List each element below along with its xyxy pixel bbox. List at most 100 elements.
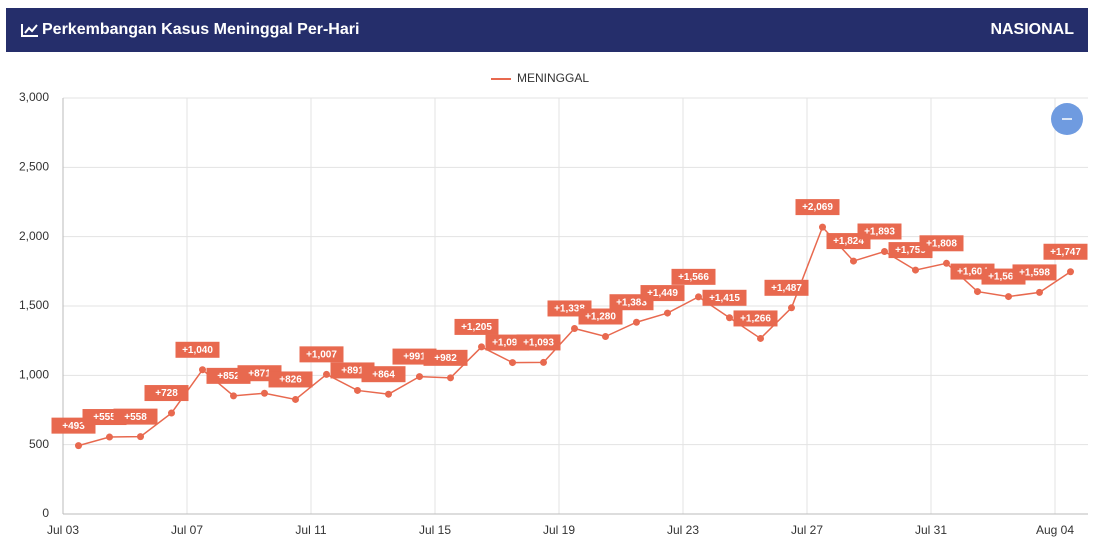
header-title: Perkembangan Kasus Meninggal Per-Hari: [42, 21, 360, 38]
value-label: +1,266: [740, 314, 771, 325]
value-label-box: [578, 308, 623, 325]
value-label: +1,566: [678, 272, 709, 283]
value-label-box: [423, 349, 468, 366]
value-label-box: [113, 408, 158, 425]
value-label-box: [795, 199, 840, 216]
value-label-box: [919, 235, 964, 252]
point: [788, 304, 795, 312]
value-label: +1,747: [1050, 247, 1081, 258]
point: [571, 324, 578, 332]
x-tick-label: Jul 11: [295, 523, 326, 537]
value-label-box: [640, 285, 685, 302]
value-label: +1,383: [616, 297, 647, 308]
value-label-box: [671, 268, 716, 285]
point: [1005, 293, 1012, 301]
point: [819, 223, 826, 231]
value-label: +1,338: [554, 304, 585, 315]
value-label-box: [1012, 264, 1057, 281]
value-label: +1,487: [771, 283, 802, 294]
point: [137, 433, 144, 441]
value-label: +1,415: [709, 293, 740, 304]
value-label: +1,092: [492, 338, 523, 349]
point: [664, 309, 671, 317]
point: [478, 343, 485, 351]
value-label-box: [857, 223, 902, 240]
value-label-box: [1043, 243, 1088, 260]
point: [695, 293, 702, 301]
value-label: +1,604: [957, 267, 988, 278]
x-tick-label: Jul 07: [171, 523, 203, 537]
value-label: +891: [341, 366, 364, 377]
point: [1067, 268, 1074, 276]
x-tick-label: Jul 31: [915, 523, 947, 537]
y-tick-label: 500: [29, 437, 49, 451]
value-label: +493: [62, 421, 85, 432]
value-label: +1,568: [988, 272, 1019, 283]
value-label-box: [733, 310, 778, 327]
value-label: +1,205: [461, 322, 492, 333]
value-label: +555: [93, 412, 116, 423]
point: [850, 257, 857, 265]
point: [633, 318, 640, 326]
y-tick-label: 0: [42, 506, 49, 520]
line: [78, 225, 1071, 447]
chart-icon: [21, 24, 38, 37]
value-label-box: [175, 341, 220, 358]
point: [757, 334, 764, 342]
y-tick-label: 1,000: [19, 368, 49, 382]
value-label-box: [702, 289, 747, 306]
value-label-box: [361, 366, 406, 383]
value-label-box: [516, 334, 561, 351]
zoom-button[interactable]: [1050, 102, 1084, 136]
header: Perkembangan Kasus Meninggal Per-Hari NA…: [6, 8, 1088, 52]
value-label: +728: [155, 388, 178, 399]
point: [974, 288, 981, 296]
point: [230, 392, 237, 400]
x-tick-label: Jul 27: [791, 523, 823, 537]
point: [354, 386, 361, 394]
value-label: +1,280: [585, 312, 616, 323]
x-tick-label: Jul 23: [667, 523, 699, 537]
value-label-box: [144, 385, 189, 402]
point: [75, 442, 82, 450]
value-label: +864: [372, 369, 395, 380]
x-tick-label: Aug 04: [1036, 523, 1074, 537]
x-tick-label: Jul 03: [47, 523, 79, 537]
value-label: +1,759: [895, 245, 926, 256]
point: [509, 359, 516, 367]
point: [323, 370, 330, 378]
value-label: +1,040: [182, 345, 213, 356]
value-label-box: [764, 279, 809, 296]
value-label-box: [268, 371, 313, 388]
point: [292, 395, 299, 403]
point: [943, 259, 950, 267]
point: [881, 248, 888, 256]
point: [447, 374, 454, 382]
y-tick-label: 2,000: [19, 229, 49, 243]
point: [106, 433, 113, 441]
value-label: +1,449: [647, 288, 678, 299]
point: [168, 409, 175, 417]
point: [261, 389, 268, 397]
value-label: +1,093: [523, 338, 554, 349]
point: [726, 314, 733, 322]
value-label-box: [299, 346, 344, 363]
point: [602, 333, 609, 341]
y-tick-label: 3,000: [19, 90, 49, 104]
point: [912, 266, 919, 274]
point: [416, 373, 423, 381]
x-tick-label: Jul 15: [419, 523, 451, 537]
value-label: +1,893: [864, 227, 895, 238]
value-label: +1,598: [1019, 268, 1050, 279]
value-label: +991: [403, 352, 426, 363]
value-label: +1,808: [926, 238, 957, 249]
point: [199, 366, 206, 374]
value-label: +558: [124, 412, 147, 423]
x-tick-label: Jul 19: [543, 523, 575, 537]
value-label: +2,069: [802, 202, 833, 213]
value-label: +982: [434, 353, 457, 364]
value-label: +1,824: [833, 236, 864, 247]
point: [385, 390, 392, 398]
